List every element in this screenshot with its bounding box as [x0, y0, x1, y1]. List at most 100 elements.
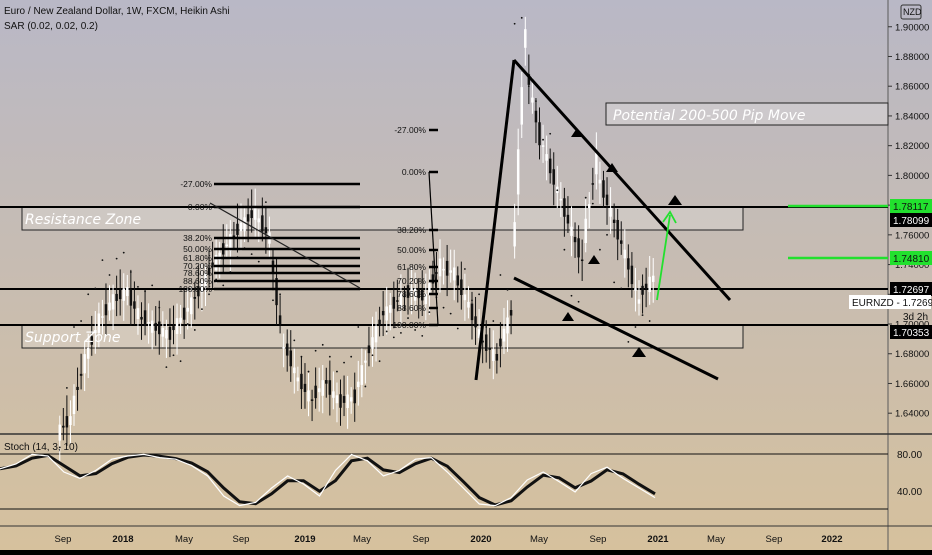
time-tick-label: 2019: [294, 534, 315, 545]
candle-body: [538, 122, 541, 146]
candle-body: [477, 329, 481, 339]
sar-dot: [65, 387, 68, 389]
candle-body: [573, 236, 577, 243]
fib2-label: 78.60%: [397, 289, 426, 299]
sar-dot: [549, 132, 552, 135]
fib2-label: 38.20%: [397, 225, 426, 235]
price-tick-label: 1.64000: [895, 409, 929, 420]
candle-body: [438, 258, 442, 277]
sar-dot: [314, 349, 317, 352]
candle-body: [232, 235, 236, 237]
candle-body: [133, 301, 136, 309]
sar-dot: [378, 360, 381, 363]
candle-body: [218, 252, 221, 261]
candle-body: [239, 222, 243, 232]
trendline-up-leg[interactable]: [474, 59, 516, 381]
fib2-label: 61.80%: [397, 262, 426, 272]
candle-body: [577, 238, 580, 258]
candle-body: [186, 307, 189, 312]
candle-body: [552, 169, 555, 185]
ticker-label: EURNZD - 1.72690: [852, 298, 932, 309]
potential-box[interactable]: [605, 102, 889, 126]
fib2-label: 50.00%: [397, 245, 426, 255]
sar-dot: [591, 202, 594, 205]
sar-dot: [307, 370, 310, 373]
candle-body: [229, 234, 232, 251]
price-tick-label: 1.68000: [895, 349, 929, 360]
sar-dot: [421, 335, 424, 337]
fib1-label: 38.20%: [183, 233, 212, 243]
candle-body: [644, 283, 648, 289]
sar-dot: [577, 300, 580, 303]
candle-body: [612, 219, 616, 223]
sar-dot: [570, 294, 573, 297]
candle-body: [570, 226, 573, 236]
sar-dot: [385, 330, 388, 333]
candle-body: [406, 285, 410, 298]
stoch-layer: [0, 453, 656, 507]
candle-body: [367, 345, 371, 354]
time-tick-label: Sep: [233, 534, 250, 545]
stoch-level-40-label: 40.00: [897, 487, 922, 498]
sar-dot: [584, 196, 587, 199]
sar-dot: [115, 257, 118, 260]
sar-dot: [506, 288, 509, 291]
sar-dot: [513, 22, 516, 25]
candle-body: [65, 416, 69, 428]
sar-dot: [129, 271, 132, 273]
candle-body: [435, 272, 438, 274]
candle-body: [389, 305, 392, 313]
sar-dot: [286, 345, 289, 348]
price-tick-label: 1.90000: [895, 22, 929, 33]
sar-dot: [364, 385, 367, 388]
candle-body: [545, 154, 548, 161]
candle-body: [129, 289, 133, 306]
sar-dot: [463, 268, 466, 270]
candle-body: [257, 218, 261, 223]
green-tag-top: 1.78117: [893, 202, 929, 213]
candle-body: [563, 198, 566, 217]
candle-body: [399, 292, 403, 309]
candle-body: [243, 217, 246, 232]
candle-body: [314, 385, 317, 399]
candle-body: [591, 183, 595, 185]
candle-body: [76, 386, 79, 390]
sar-dot: [343, 361, 345, 364]
candle-body: [445, 260, 449, 276]
price-tick-label: 1.82000: [895, 141, 929, 152]
sar-dot: [485, 326, 488, 328]
trendline-upper[interactable]: [512, 58, 732, 302]
sar-dot: [257, 260, 260, 263]
candle-body: [197, 286, 200, 297]
candle-body: [111, 294, 115, 310]
candle-body: [460, 279, 463, 296]
cur-tag-bg: [890, 282, 932, 296]
candle-body: [150, 320, 154, 333]
candle-body: [342, 396, 346, 403]
candle-body: [634, 288, 637, 291]
triangle-marker: [562, 312, 574, 321]
candle-body: [300, 373, 303, 390]
time-tick-label: Sep: [766, 534, 783, 545]
candle-body: [94, 330, 97, 334]
sar-dot: [250, 253, 253, 256]
fib1-label: 88.60%: [183, 276, 212, 286]
sar-dot: [350, 355, 353, 358]
candle-body: [168, 326, 172, 340]
time-tick-label: 2018: [112, 534, 133, 545]
currency-badge-bg[interactable]: [900, 4, 922, 20]
candle-body: [346, 394, 349, 409]
trendline-old-down[interactable]: [209, 202, 361, 289]
candle-body: [104, 304, 108, 316]
stoch-level-80-label: 80.00: [897, 450, 922, 461]
stoch-k-line: [0, 453, 656, 507]
sar-dot: [407, 317, 409, 319]
candle-body: [627, 258, 630, 270]
candle-body: [147, 321, 150, 324]
candle-body: [115, 293, 118, 301]
sar-dot: [449, 312, 452, 315]
time-axis[interactable]: Sep 2018 May Sep 2019 May Sep 2020 May Sep 2021 May…: [55, 534, 843, 545]
sar-dot: [542, 138, 544, 141]
trendline-lower[interactable]: [513, 276, 719, 381]
